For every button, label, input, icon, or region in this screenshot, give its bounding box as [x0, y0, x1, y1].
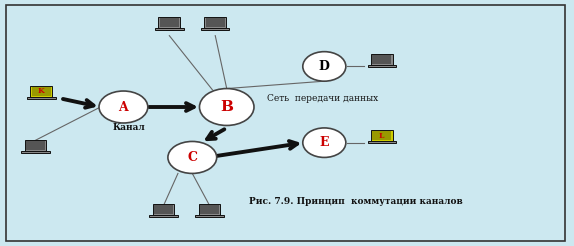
Bar: [149, 215, 178, 217]
Bar: [27, 97, 56, 99]
Ellipse shape: [168, 141, 217, 173]
Bar: [204, 17, 226, 28]
Bar: [373, 55, 391, 64]
Ellipse shape: [200, 89, 254, 125]
Bar: [206, 215, 213, 216]
Bar: [21, 151, 50, 153]
Text: D: D: [319, 60, 329, 73]
Text: B: B: [220, 100, 233, 114]
Bar: [200, 205, 219, 214]
Bar: [199, 204, 220, 215]
Text: E: E: [320, 136, 329, 149]
Ellipse shape: [99, 91, 148, 123]
Bar: [38, 97, 45, 98]
Bar: [373, 131, 391, 140]
Ellipse shape: [303, 128, 346, 157]
Bar: [158, 17, 180, 28]
Bar: [160, 18, 179, 27]
Bar: [25, 140, 46, 151]
Bar: [371, 130, 393, 141]
Bar: [154, 205, 173, 214]
Bar: [367, 65, 396, 67]
Bar: [378, 141, 385, 143]
Text: L: L: [379, 132, 385, 140]
Text: Сеть  передачи данных: Сеть передачи данных: [267, 94, 378, 103]
Ellipse shape: [303, 52, 346, 81]
Bar: [32, 87, 51, 96]
Bar: [371, 54, 393, 65]
Bar: [201, 28, 230, 30]
Text: A: A: [119, 101, 128, 113]
Bar: [32, 151, 39, 153]
Bar: [378, 65, 385, 66]
Text: Канал: Канал: [113, 123, 146, 132]
Bar: [212, 28, 219, 30]
Bar: [367, 141, 396, 143]
Bar: [195, 215, 224, 217]
Bar: [155, 28, 184, 30]
Bar: [166, 28, 173, 30]
Bar: [206, 18, 224, 27]
Text: Рис. 7.9. Принцип  коммутации каналов: Рис. 7.9. Принцип коммутации каналов: [249, 197, 463, 206]
Text: K: K: [38, 87, 45, 95]
Bar: [26, 141, 45, 150]
Bar: [160, 215, 167, 216]
Bar: [30, 86, 52, 97]
Bar: [153, 204, 174, 215]
Text: C: C: [187, 151, 197, 164]
